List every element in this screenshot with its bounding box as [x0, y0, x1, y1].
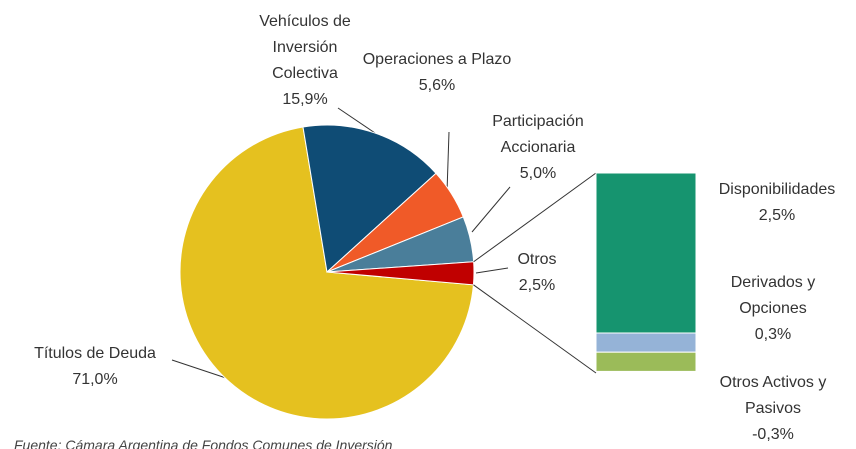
data-label: Vehículos de Inversión Colectiva 15,9% — [240, 9, 370, 113]
category-label: Participación Accionaria — [492, 113, 584, 156]
data-label: Disponibilidades 2,5% — [692, 177, 856, 229]
category-label: Derivados y Opciones — [730, 274, 816, 317]
category-label: Disponibilidades — [718, 181, 836, 198]
value-label: 5,0% — [519, 165, 557, 182]
connector — [473, 172, 597, 263]
pie-slice — [326, 261, 475, 286]
bar-segment — [595, 351, 697, 372]
data-label: Derivados y Opciones 0,3% — [698, 270, 848, 348]
source-note: Fuente: Cámara Argentina de Fondos Comun… — [14, 437, 393, 449]
data-label: Otros 2,5% — [507, 247, 567, 299]
bar-segment — [595, 332, 697, 353]
value-label: 2,5% — [758, 207, 796, 224]
value-label: 15,9% — [282, 91, 328, 108]
data-label: Títulos de Deuda 71,0% — [10, 341, 180, 393]
pie-slice — [302, 124, 437, 273]
connector — [473, 284, 597, 374]
category-label: Operaciones a Plazo — [362, 51, 512, 68]
value-label: 5,6% — [418, 77, 456, 94]
category-label: Vehículos de Inversión Colectiva — [259, 13, 351, 82]
value-label: 2,5% — [518, 277, 556, 294]
category-label: Títulos de Deuda — [34, 345, 156, 362]
leader-line — [471, 186, 511, 233]
data-label: Operaciones a Plazo 5,6% — [362, 47, 512, 99]
leader-lines — [171, 107, 511, 381]
pie-slice — [179, 126, 474, 420]
data-label: Participación Accionaria 5,0% — [463, 109, 613, 187]
leader-line — [337, 107, 376, 134]
leader-line — [171, 359, 233, 381]
value-label: 0,3% — [754, 326, 792, 343]
leader-line — [446, 131, 450, 193]
value-label: -0,3% — [752, 426, 794, 443]
category-label: Otros — [517, 251, 557, 268]
value-label: 71,0% — [72, 371, 118, 388]
category-label: Otros Activos y Pasivos — [719, 374, 827, 417]
leader-line — [475, 267, 509, 274]
bar-segment — [595, 172, 697, 334]
data-label: Otros Activos y Pasivos -0,3% — [693, 370, 853, 448]
